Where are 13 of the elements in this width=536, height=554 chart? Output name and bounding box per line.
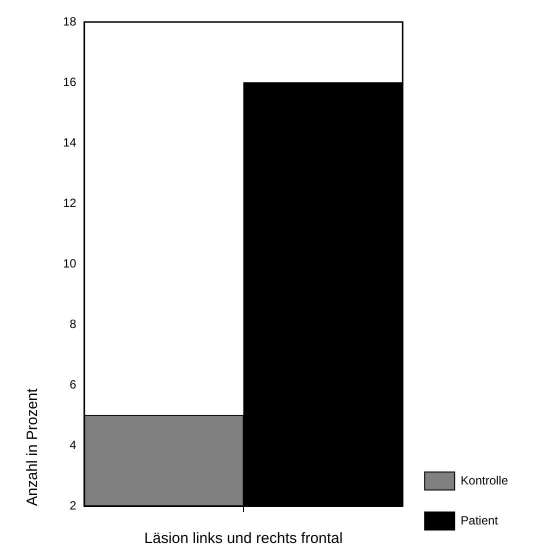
y-tick-label: 10	[62, 256, 77, 270]
y-tick-label: 14	[62, 135, 77, 150]
y-axis-title: Anzahl in Prozent	[24, 388, 42, 506]
y-tick-label: 16	[62, 74, 77, 89]
x-axis-title: Läsion links und rechts frontal	[144, 530, 343, 548]
y-tick-label: 8	[70, 316, 77, 331]
y-tick-label: 18	[62, 14, 77, 28]
legend-label: Patient	[460, 513, 499, 528]
y-tick-label: 2	[70, 498, 77, 512]
legend-label: Kontrolle	[460, 473, 508, 488]
y-tick-label: 6	[70, 377, 77, 392]
y-tick-label: 12	[62, 196, 77, 210]
y-tick-label: 4	[70, 438, 77, 452]
